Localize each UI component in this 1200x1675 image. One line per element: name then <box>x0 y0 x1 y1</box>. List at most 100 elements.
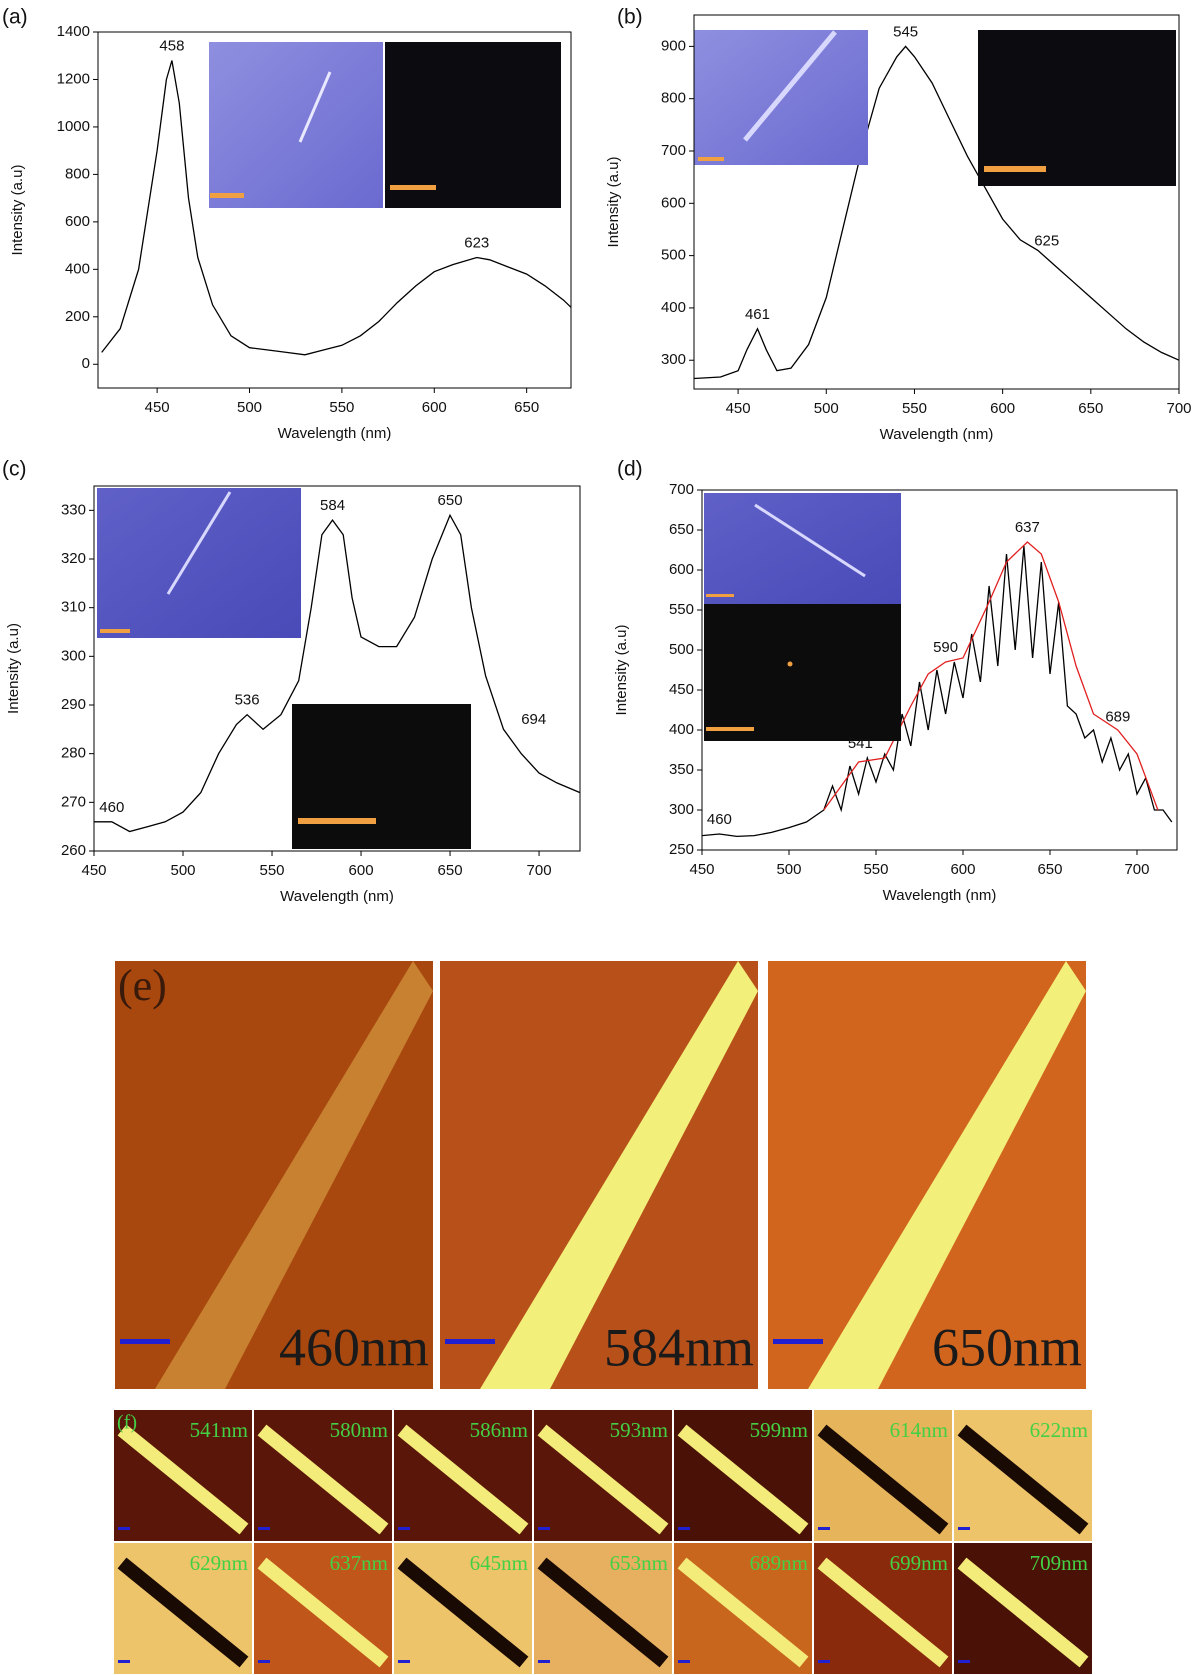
x-axis-title: Wavelength (nm) <box>883 887 997 904</box>
y-tick-label: 700 <box>669 481 694 498</box>
y-tick-label: 500 <box>669 641 694 658</box>
chart-panel <box>94 513 581 833</box>
scale-bar <box>678 1660 690 1663</box>
x-tick-label: 500 <box>170 862 195 879</box>
tile-label: 593nm <box>610 1418 668 1442</box>
scale-bar <box>818 1660 830 1663</box>
y-tick-label: 400 <box>669 721 694 738</box>
nanowire-band <box>257 1557 389 1668</box>
y-tick-label: 300 <box>669 801 694 818</box>
x-tick-label: 650 <box>1037 861 1062 878</box>
y-tick-label: 310 <box>61 599 86 616</box>
scale-bar <box>118 1660 130 1663</box>
nanowire-band <box>155 961 433 1389</box>
tile-label: 653nm <box>610 1551 668 1575</box>
panel-label: (f) <box>117 1412 137 1434</box>
y-tick-label: 400 <box>661 299 686 316</box>
spectrum-line <box>693 45 1180 380</box>
nanowire-band <box>677 1424 809 1535</box>
x-tick-label: 550 <box>902 400 927 417</box>
scale-bar <box>210 193 244 198</box>
y-tick-label: 800 <box>661 90 686 107</box>
spectrum-line <box>94 513 581 833</box>
inset-photo <box>978 30 1176 186</box>
x-tick-label: 450 <box>726 400 751 417</box>
peak-annotation: 584 <box>320 497 345 514</box>
y-tick-label: 650 <box>669 521 694 538</box>
nanowire-band <box>817 1557 949 1668</box>
peak-annotation: 541 <box>848 735 873 752</box>
panel-label: (e) <box>118 961 167 1010</box>
y-tick-label: 400 <box>65 260 90 277</box>
plot-frame <box>701 489 1178 851</box>
panel-label: (d) <box>617 458 643 481</box>
y-tick-label: 700 <box>661 142 686 159</box>
image-panel-e: 460nm 584nm 650nm (e) <box>115 961 1086 1389</box>
scale-bar <box>120 1339 170 1344</box>
nanowire-band <box>808 961 1086 1389</box>
chart-panel <box>701 541 1173 838</box>
scale-bar <box>258 1527 270 1530</box>
y-tick-label: 250 <box>669 841 694 858</box>
tile-label: 599nm <box>750 1418 808 1442</box>
scale-bar <box>818 1527 830 1530</box>
y-tick-label: 320 <box>61 550 86 567</box>
x-tick-label: 550 <box>329 399 354 416</box>
nanowire-band <box>397 1424 529 1535</box>
peak-annotation: 461 <box>745 306 770 323</box>
y-tick-label: 550 <box>669 601 694 618</box>
peak-annotation: 460 <box>707 811 732 828</box>
scale-bar <box>390 185 436 190</box>
tile-label: 645nm <box>470 1551 528 1575</box>
peak-annotation: 458 <box>159 37 184 54</box>
x-tick-label: 600 <box>349 862 374 879</box>
spectrum-line <box>701 545 1173 838</box>
scale-bar <box>118 1527 130 1530</box>
inset-photo <box>209 42 383 208</box>
scale-bar <box>706 727 754 731</box>
x-tick-label: 550 <box>260 862 285 879</box>
inset-photo <box>292 704 471 849</box>
y-tick-label: 280 <box>61 745 86 762</box>
x-tick-label: 450 <box>689 861 714 878</box>
scale-bar <box>773 1339 823 1344</box>
chart-panel <box>693 45 1180 380</box>
peak-annotation: 625 <box>1034 233 1059 250</box>
x-axis-title: Wavelength (nm) <box>880 426 994 443</box>
y-tick-label: 270 <box>61 793 86 810</box>
nanowire-band <box>397 1557 529 1668</box>
peak-annotation: 590 <box>933 639 958 656</box>
y-tick-label: 500 <box>661 247 686 264</box>
x-tick-label: 500 <box>776 861 801 878</box>
plot-frame <box>693 14 1180 390</box>
y-tick-label: 290 <box>61 696 86 713</box>
y-tick-label: 0 <box>82 355 90 372</box>
y-axis-title: Intensity (a.u) <box>5 623 22 714</box>
y-tick-label: 450 <box>669 681 694 698</box>
wire <box>743 30 837 142</box>
scale-bar <box>398 1527 410 1530</box>
tile-label: 689nm <box>750 1551 808 1575</box>
x-tick-label: 700 <box>1124 861 1149 878</box>
nanowire-band <box>677 1557 809 1668</box>
plot-frame <box>97 31 572 389</box>
peak-annotation: 460 <box>99 799 124 816</box>
y-tick-label: 900 <box>661 37 686 54</box>
scale-bar <box>706 594 734 597</box>
y-tick-label: 330 <box>61 501 86 518</box>
x-tick-label: 550 <box>863 861 888 878</box>
nanowire-band <box>537 1557 669 1668</box>
nanowire-band <box>117 1424 249 1535</box>
scale-bar <box>538 1660 550 1663</box>
y-tick-label: 1200 <box>57 70 90 87</box>
peak-annotation: 694 <box>521 711 546 728</box>
peak-annotation: 650 <box>438 492 463 509</box>
x-tick-label: 650 <box>514 399 539 416</box>
y-tick-label: 200 <box>65 308 90 325</box>
wire <box>166 491 232 595</box>
scale-bar <box>958 1527 970 1530</box>
x-tick-label: 450 <box>81 862 106 879</box>
peak-annotation: 545 <box>893 23 918 40</box>
plot-frame <box>93 485 581 852</box>
